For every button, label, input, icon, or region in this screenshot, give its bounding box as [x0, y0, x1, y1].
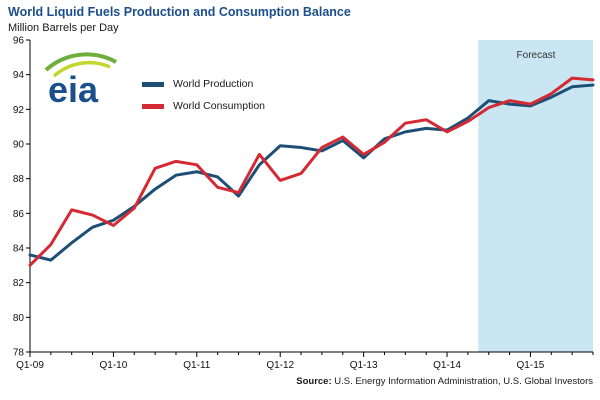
x-tick-label: Q1-12	[266, 360, 294, 371]
x-tick-label: Q1-15	[517, 360, 545, 371]
eia-logo-text: eia	[48, 69, 99, 106]
x-tick-label: Q1-14	[433, 360, 461, 371]
y-tick-label: 90	[13, 140, 25, 151]
logo-swoosh-yellow	[52, 60, 111, 78]
legend-item-consumption: World Consumption	[142, 100, 265, 112]
source-text: U.S. Energy Information Administration, …	[331, 376, 593, 387]
legend-item-production: World Production	[142, 78, 265, 90]
chart-legend: World Production World Consumption	[142, 78, 265, 112]
source-line: Source: U.S. Energy Information Administ…	[296, 376, 593, 387]
production-line	[28, 83, 595, 262]
production-swatch	[142, 81, 164, 87]
x-tick-label: Q1-13	[350, 360, 378, 371]
logo-swoosh-green	[44, 52, 117, 72]
x-tick-label: Q1-09	[16, 360, 44, 371]
x-tick-label: Q1-11	[183, 360, 210, 371]
y-tick-label: 84	[13, 244, 25, 255]
chart-title: World Liquid Fuels Production and Consum…	[8, 5, 351, 19]
production-legend-label: World Production	[173, 78, 254, 90]
consumption-line	[28, 76, 595, 267]
y-tick-label: 82	[13, 278, 25, 289]
y-tick-label: 86	[13, 209, 25, 220]
consumption-legend-label: World Consumption	[173, 100, 266, 112]
eia-logo: eia	[42, 50, 122, 111]
consumption-swatch	[142, 103, 164, 109]
forecast-region	[478, 40, 593, 352]
forecast-label: Forecast	[516, 50, 556, 61]
x-tick-label: Q1-10	[100, 360, 128, 371]
y-tick-label: 88	[13, 174, 25, 185]
y-tick-label: 92	[13, 105, 25, 116]
y-tick-label: 78	[13, 348, 25, 359]
y-tick-label: 80	[13, 313, 25, 324]
y-tick-label: 96	[13, 36, 25, 47]
eia-logo-graphic: eia	[44, 52, 117, 110]
y-tick-label: 94	[13, 70, 25, 81]
source-label: Source:	[296, 376, 332, 387]
chart-subtitle: Million Barrels per Day	[8, 22, 119, 34]
